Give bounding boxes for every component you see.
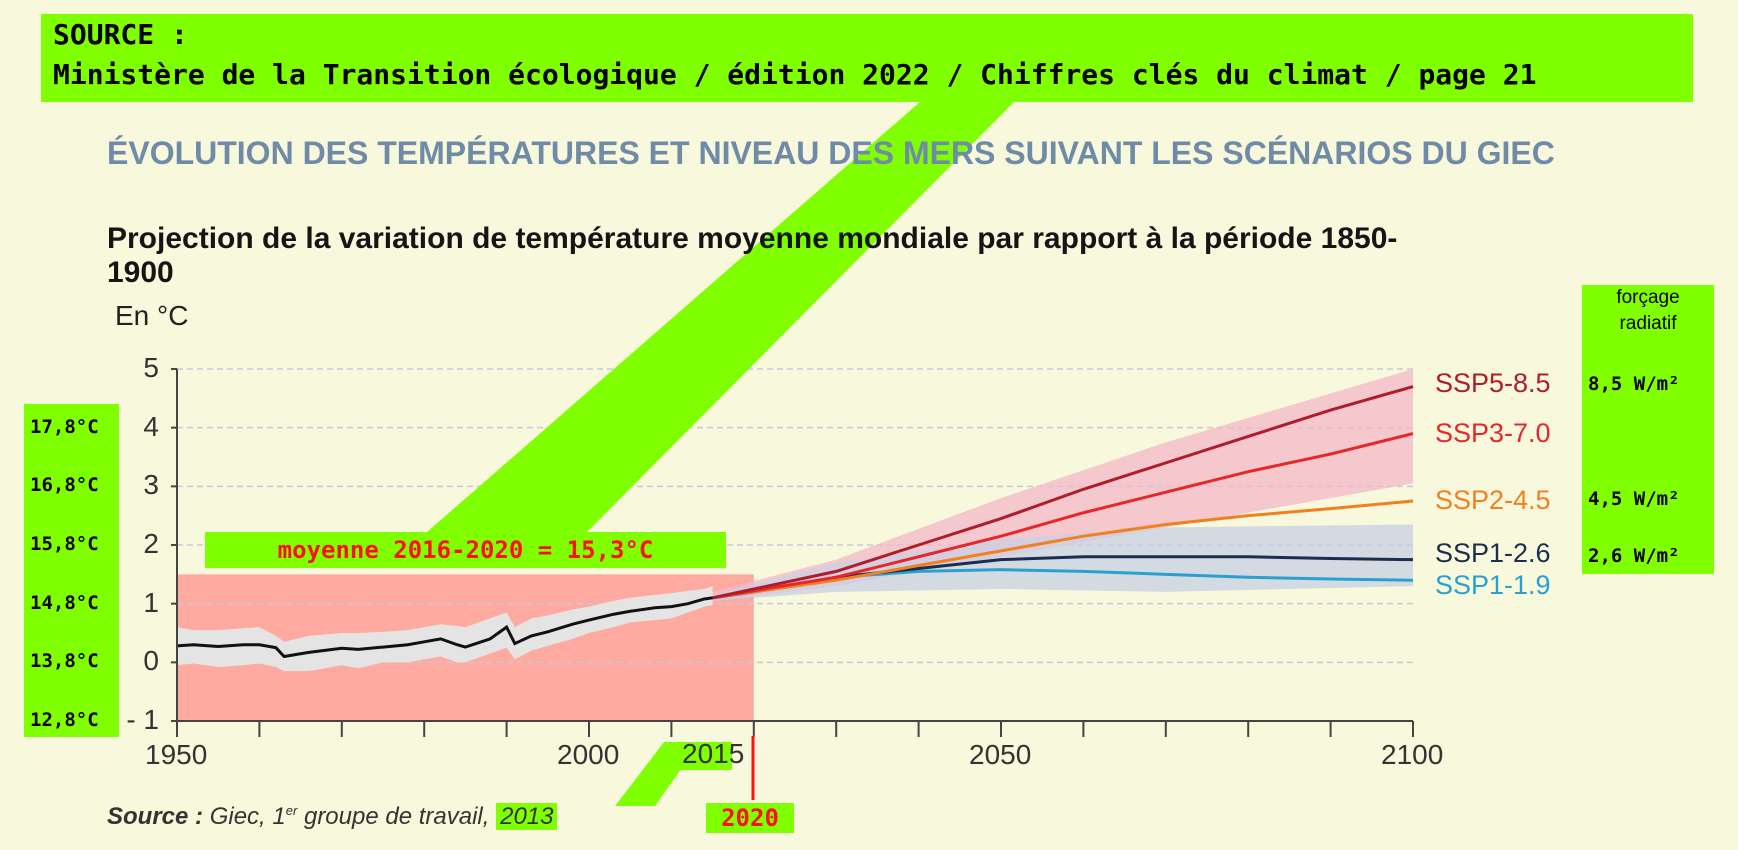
absolute-temp-label: 15,8°C <box>30 533 99 555</box>
year-2015-label: 2015 <box>682 738 745 769</box>
source-banner: SOURCE : Ministère de la Transition écol… <box>41 14 1693 102</box>
forcing-box: forçage radiatif 8,5 W/m² 4,5 W/m² 2,6 W… <box>1582 285 1714 574</box>
source-text-a: Giec, 1 <box>209 803 286 830</box>
source-year: 2013 <box>496 803 558 830</box>
uncertainty-band <box>712 369 1413 601</box>
x-tick-label: 2000 <box>557 739 620 770</box>
series-line-historique <box>176 596 713 659</box>
absolute-temp-label: 12,8°C <box>30 709 99 731</box>
y-tick-label: - 1 <box>126 704 159 735</box>
y-tick-label: 5 <box>143 352 159 383</box>
chart-subtitle: Projection de la variation de températur… <box>107 222 1398 289</box>
x-tick-label: 1950 <box>145 739 208 770</box>
absolute-temp-label: 13,8°C <box>30 650 99 673</box>
uncertainty-band <box>712 524 1413 601</box>
absolute-temp-label: 14,8°C <box>30 591 99 614</box>
absolute-temp-label: 17,8°C <box>30 415 99 438</box>
absolute-temp-label: 16,8°C <box>30 474 99 497</box>
forcing-header-1: forçage <box>1616 287 1680 308</box>
y-tick-label: 1 <box>143 586 159 618</box>
forcing-ssp126: 2,6 W/m² <box>1588 545 1680 567</box>
forcing-ssp245: 4,5 W/m² <box>1588 488 1680 510</box>
series-line-ssp3-7-0 <box>712 432 1414 600</box>
x-tick-label: 2100 <box>1381 739 1444 770</box>
legend-label: SSP5-8.5 <box>1435 367 1551 398</box>
chart-title: ÉVOLUTION DES TEMPÉRATURES ET NIVEAU DES… <box>107 135 1555 171</box>
green-pointer-band <box>427 102 1014 532</box>
x-tick-label: 2050 <box>969 739 1032 770</box>
y-unit: En °C <box>115 300 189 331</box>
series-line-ssp2-4-5 <box>712 499 1414 600</box>
banner-line1: SOURCE : <box>53 18 188 51</box>
forcing-ssp585: 8,5 W/m² <box>1588 373 1680 395</box>
y-tick-label: 0 <box>143 645 159 677</box>
forcing-header-2: radiatif <box>1619 313 1677 334</box>
historical-band <box>177 586 713 672</box>
year-2015-highlight <box>664 742 732 770</box>
legend-label: SSP2-4.5 <box>1435 485 1551 515</box>
series-line-ssp5-8-5 <box>712 385 1414 600</box>
legend-label: SSP1-1.9 <box>1435 570 1551 601</box>
banner-line2: Ministère de la Transition écologique / … <box>53 58 1537 91</box>
y-tick-label: 4 <box>143 410 159 442</box>
source-sup: er <box>285 803 298 818</box>
legend-label: SSP1-2.6 <box>1435 537 1551 568</box>
mean-annotation: moyenne 2016-2020 = 15,3°C <box>205 532 726 568</box>
year-2020-label: 2020 <box>706 803 794 833</box>
source-bold: Source : <box>107 803 204 830</box>
legend-label: SSP3-7.0 <box>1435 417 1551 448</box>
y-tick-label: 2 <box>143 528 159 559</box>
source-note: Source : Giec, 1er groupe de travail, 20… <box>107 803 558 831</box>
source-text-b: groupe de travail, <box>297 803 497 830</box>
absolute-temperature-axis <box>24 404 119 737</box>
y-tick-label: 3 <box>143 469 159 501</box>
